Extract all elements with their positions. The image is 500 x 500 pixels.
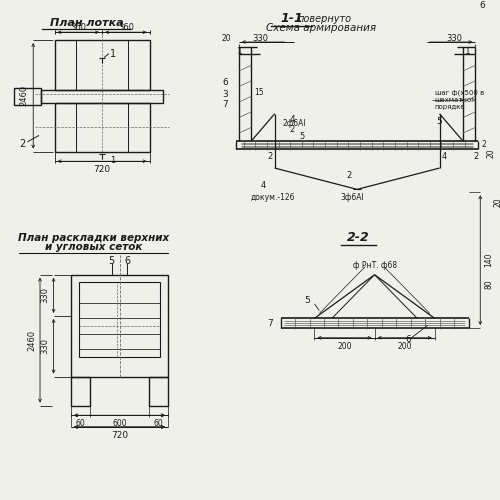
Text: 6: 6 <box>480 0 485 10</box>
Text: 360: 360 <box>118 23 134 32</box>
Text: 1: 1 <box>237 47 242 56</box>
Text: 1-1: 1-1 <box>281 12 303 25</box>
Text: 2: 2 <box>474 152 478 161</box>
Text: 80: 80 <box>484 280 493 289</box>
Text: 6: 6 <box>124 256 130 266</box>
Text: 330: 330 <box>40 288 50 304</box>
Text: 5: 5 <box>304 296 310 306</box>
Text: 7: 7 <box>222 100 228 108</box>
Text: ф РнТ. ф68: ф РнТ. ф68 <box>352 260 397 270</box>
Bar <box>54 103 150 152</box>
Text: 20: 20 <box>494 197 500 207</box>
Text: 2: 2 <box>290 125 295 134</box>
Text: и угловых сеток: и угловых сеток <box>44 242 142 252</box>
Text: 2: 2 <box>267 152 272 161</box>
Text: 2: 2 <box>481 140 486 149</box>
Text: 1: 1 <box>110 156 115 166</box>
Text: 4: 4 <box>260 181 266 190</box>
Text: докум.-126: докум.-126 <box>250 192 295 202</box>
Text: 5: 5 <box>108 256 115 266</box>
Text: 20: 20 <box>222 34 231 42</box>
Text: 360: 360 <box>70 23 86 32</box>
Text: 330: 330 <box>252 34 268 42</box>
Text: 7: 7 <box>267 318 272 328</box>
Text: 3ф6ΑI: 3ф6ΑI <box>340 192 364 202</box>
Bar <box>76 103 128 152</box>
Bar <box>14 88 41 105</box>
Bar <box>71 376 90 406</box>
Text: 720: 720 <box>111 431 128 440</box>
Text: 4: 4 <box>290 115 295 124</box>
Text: 720: 720 <box>94 165 110 174</box>
Text: 2: 2 <box>346 172 352 180</box>
Text: 5: 5 <box>436 117 442 126</box>
Text: 600: 600 <box>112 419 127 428</box>
Bar <box>41 90 163 103</box>
Bar <box>76 40 128 90</box>
Text: 20: 20 <box>486 148 495 158</box>
Text: 330: 330 <box>446 34 462 42</box>
Bar <box>54 40 150 90</box>
Text: 1: 1 <box>465 47 470 56</box>
Text: 200: 200 <box>398 342 412 350</box>
Text: Схема армирования: Схема армирования <box>266 24 376 34</box>
Text: 2: 2 <box>19 139 26 149</box>
Bar <box>148 376 168 406</box>
Text: 15: 15 <box>254 88 264 97</box>
Text: 5: 5 <box>299 132 304 140</box>
Text: План лотка: План лотка <box>50 18 124 28</box>
Text: План раскладки верхних: План раскладки верхних <box>18 233 169 243</box>
Text: 60: 60 <box>154 419 163 428</box>
Text: шаг ф(х500 в
шахматном
порядке: шаг ф(х500 в шахматном порядке <box>434 90 484 110</box>
Text: 4: 4 <box>442 152 447 161</box>
Text: 6: 6 <box>406 335 411 344</box>
Text: 2-2: 2-2 <box>346 232 370 244</box>
Text: 60: 60 <box>76 419 86 428</box>
Text: 200: 200 <box>338 342 352 350</box>
Text: 3: 3 <box>222 90 228 99</box>
Text: 1: 1 <box>110 48 116 58</box>
Text: 6: 6 <box>222 78 228 87</box>
Text: 2ф6ΑI: 2ф6ΑI <box>282 119 306 128</box>
Text: 2460: 2460 <box>20 85 28 106</box>
Bar <box>71 274 168 376</box>
Text: повернуто: повернуто <box>298 14 352 24</box>
Bar <box>79 282 160 357</box>
Text: 140: 140 <box>484 253 493 268</box>
Text: 330: 330 <box>40 338 50 354</box>
Text: 2460: 2460 <box>27 330 36 350</box>
